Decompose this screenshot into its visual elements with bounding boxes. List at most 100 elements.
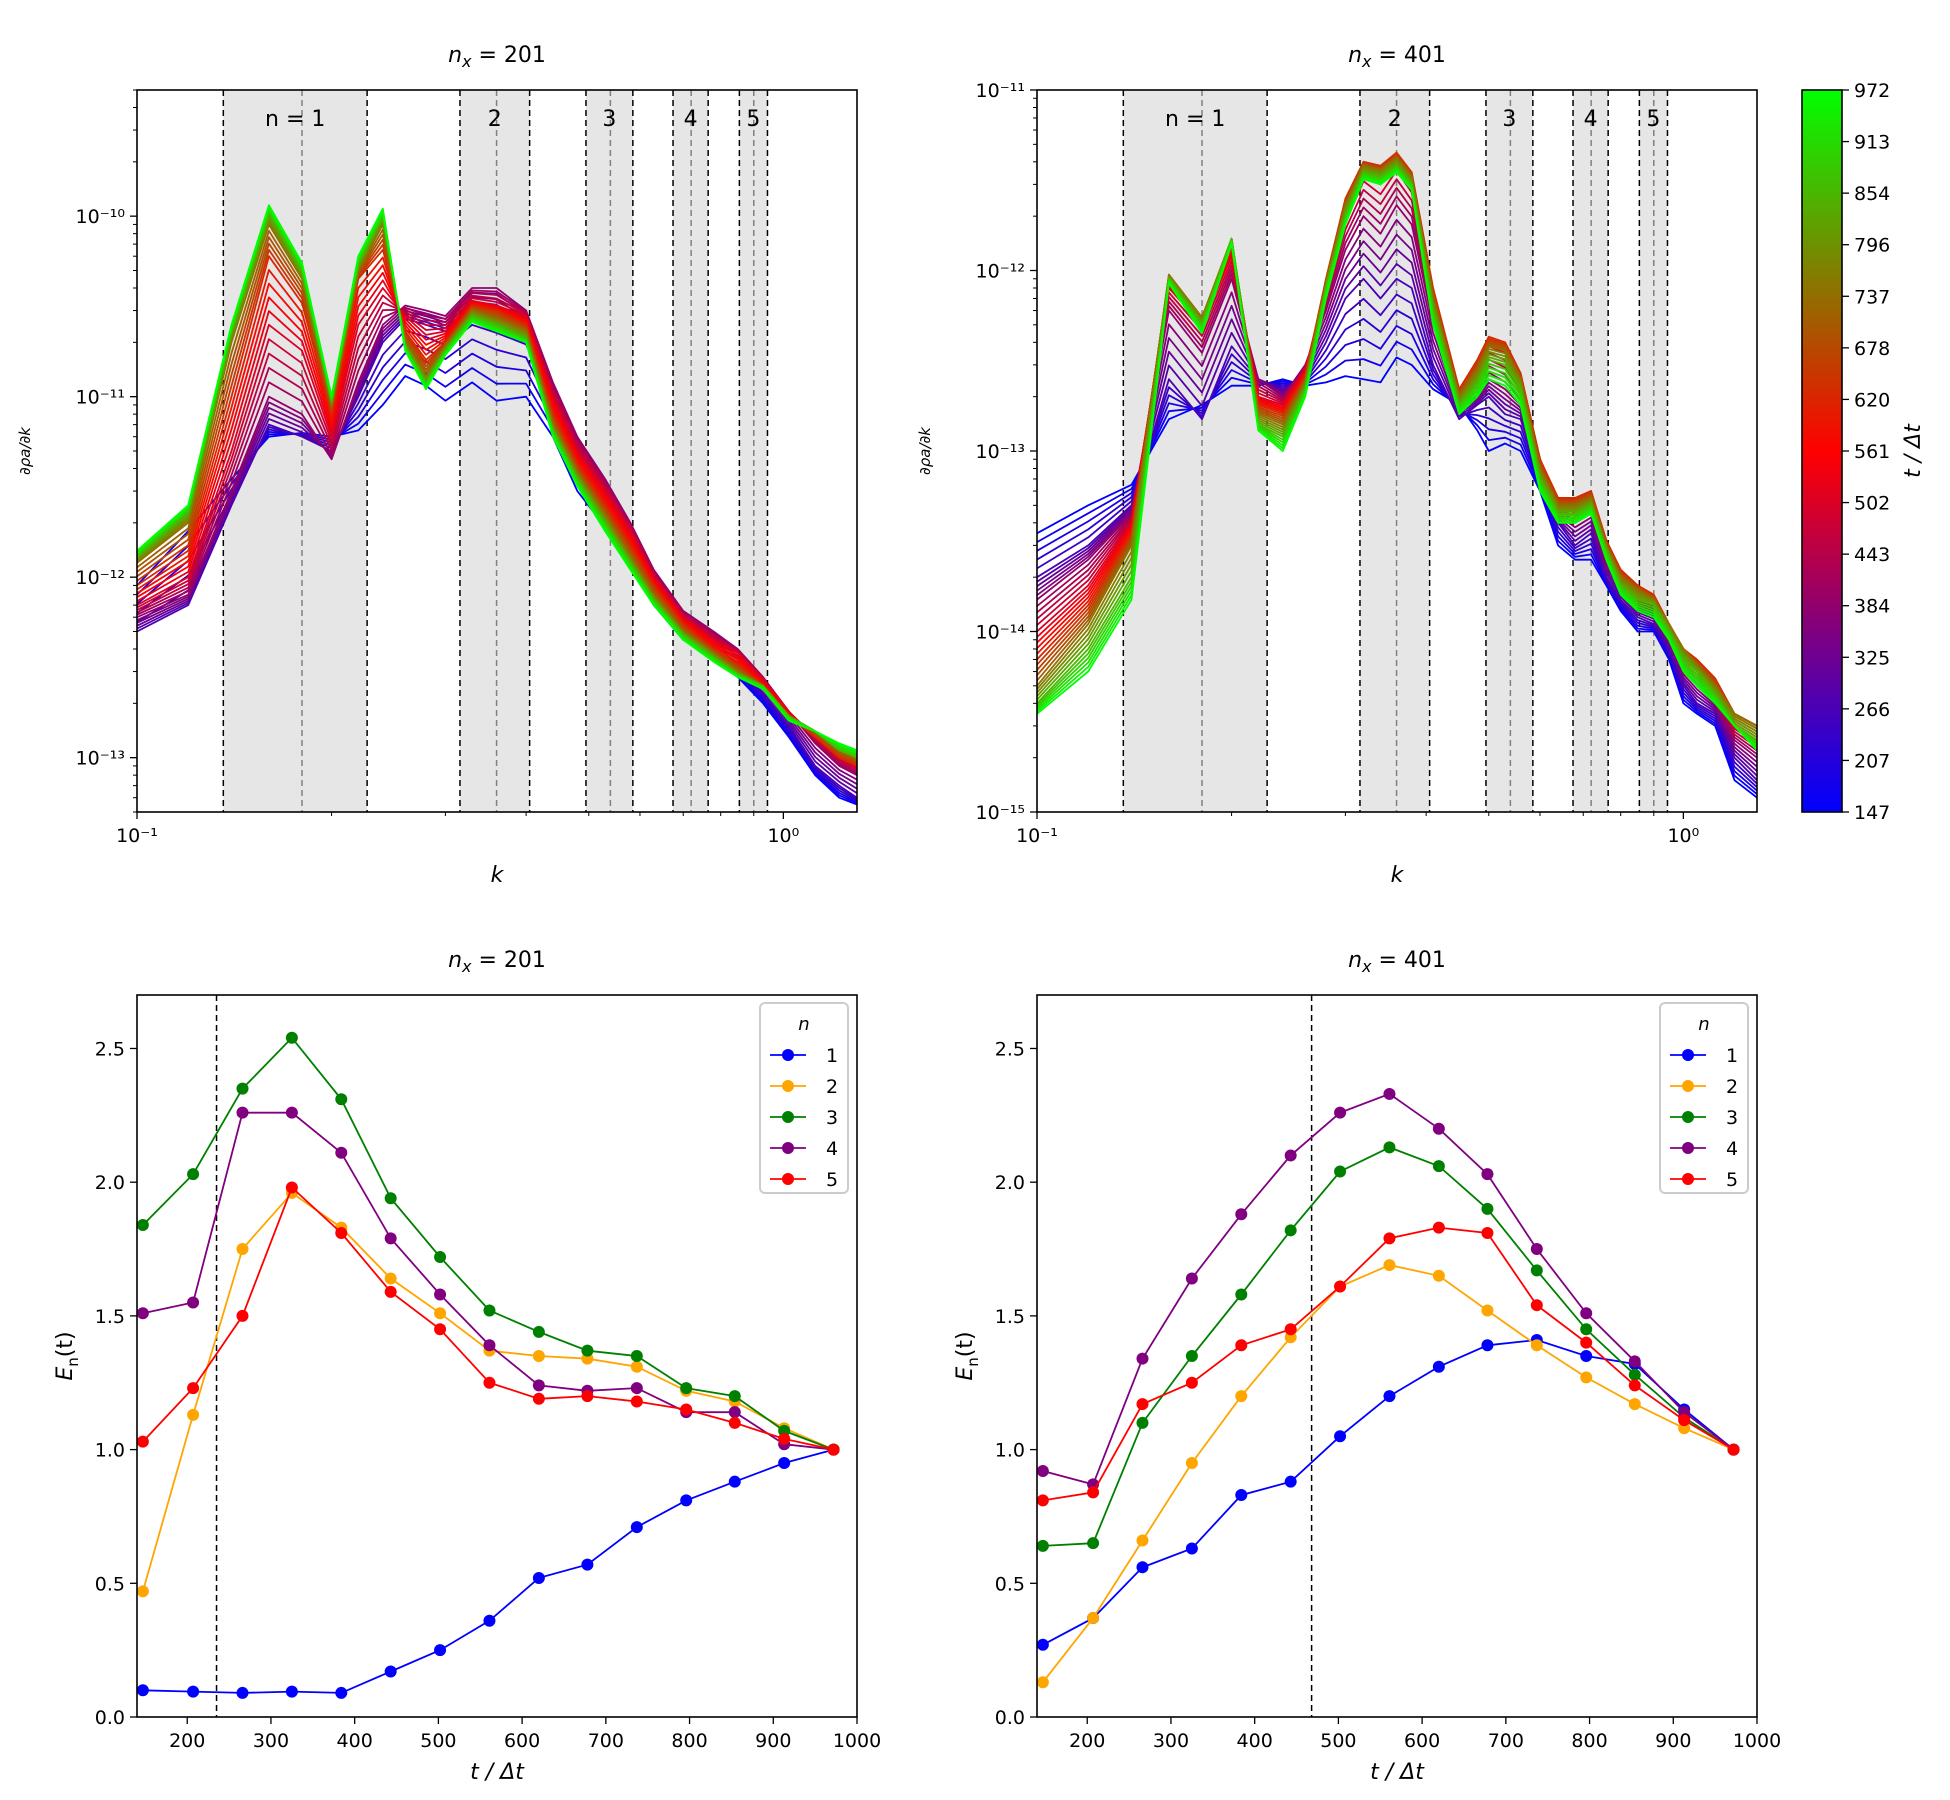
legend-label-4: 4 [826, 1138, 838, 1160]
legend: n1 2 3 4 5 [1659, 1002, 1749, 1194]
ylabel-main: E [53, 1367, 78, 1381]
band-label-2: 2 [488, 107, 502, 132]
x-tick-label: 700 [588, 1730, 624, 1752]
ylabel-main: E [953, 1367, 978, 1381]
data-point [1580, 1336, 1593, 1349]
band-label-4: 4 [684, 107, 698, 132]
y-axis-label: ∂ρa/∂k [916, 426, 934, 475]
data-point [1185, 1350, 1198, 1362]
x-tick-label: 700 [1488, 1730, 1524, 1752]
data-point [630, 1395, 643, 1408]
data-point [581, 1558, 594, 1571]
data-point [1036, 1539, 1049, 1552]
data-point [1383, 1232, 1396, 1245]
data-point [1235, 1339, 1248, 1352]
data-point [434, 1644, 447, 1657]
data-point [1580, 1350, 1593, 1362]
x-axis-label: t / Δt [470, 1760, 525, 1785]
data-point [1235, 1288, 1248, 1301]
colorbar-tick-label: 443 [1854, 544, 1890, 566]
data-point [1432, 1122, 1445, 1135]
title-sub: x [1361, 52, 1372, 71]
title-rest: = 201 [472, 948, 546, 973]
x-tick-label: 500 [1320, 1730, 1356, 1752]
data-point [1481, 1226, 1494, 1239]
y-tick-label: 10⁻¹² [76, 567, 125, 589]
data-point [434, 1251, 447, 1264]
title-rest: = 401 [1372, 948, 1446, 973]
data-point [630, 1350, 643, 1362]
title-var: n [448, 948, 462, 973]
data-point [384, 1272, 397, 1285]
data-point [1628, 1398, 1641, 1411]
legend-marker [1682, 1173, 1694, 1185]
data-point [1432, 1160, 1445, 1173]
data-point [680, 1382, 693, 1395]
band-label-1: n = 1 [265, 107, 325, 132]
series-2 [1036, 1259, 1740, 1689]
data-point [532, 1325, 545, 1338]
band-2 [459, 90, 530, 812]
y-tick-label: 0.0 [995, 1707, 1025, 1729]
y-tick-label: 1.5 [95, 1306, 125, 1328]
y-tick-label: 2.0 [95, 1172, 125, 1194]
chart-title-2: nx = 401 [1348, 43, 1446, 71]
ylabel-sub: n [64, 1357, 82, 1367]
x-tick-label: 200 [169, 1730, 205, 1752]
data-point [1530, 1339, 1543, 1352]
y-tick-label: 0.0 [95, 1707, 125, 1729]
title-sub: x [461, 957, 472, 976]
data-point [1136, 1398, 1149, 1411]
legend-marker [782, 1142, 794, 1154]
band-label-5: 5 [1646, 107, 1660, 132]
ylabel-rest: (t) [953, 1331, 978, 1357]
y-tick-label: 10⁻¹¹ [76, 387, 125, 409]
data-point [1432, 1269, 1445, 1282]
colorbar-label: t / Δt [1901, 423, 1926, 478]
data-point [434, 1323, 447, 1336]
colorbar-tick-label: 561 [1854, 441, 1890, 463]
colorbar-tick-label: 147 [1854, 802, 1890, 824]
data-point [1284, 1475, 1297, 1488]
colorbar-tick-label: 620 [1854, 389, 1890, 411]
data-point [1580, 1307, 1593, 1320]
y-tick-label: 2.0 [995, 1172, 1025, 1194]
data-point [1087, 1612, 1100, 1625]
data-point [384, 1192, 397, 1205]
data-point [384, 1665, 397, 1678]
colorbar-tick-label: 913 [1854, 132, 1890, 154]
data-point [1087, 1537, 1100, 1550]
chart-title-4: nx = 401 [1348, 948, 1446, 976]
axes-frame [1036, 994, 1758, 1718]
data-point [728, 1390, 741, 1403]
data-point [1036, 1494, 1049, 1507]
data-point [1628, 1368, 1641, 1381]
spectrum-line-t502 [137, 287, 857, 767]
data-point [335, 1686, 348, 1699]
data-point [1727, 1443, 1740, 1456]
legend-marker [1682, 1111, 1694, 1123]
data-point [1235, 1390, 1248, 1403]
data-point [136, 1585, 149, 1598]
y-tick-label: 1.0 [995, 1440, 1025, 1462]
spectrum-chart-1: nx = 201 n = 1 2 3 4 5 10⁻¹⁰ 10⁻¹¹ 10⁻¹² 10⁻¹³ 10⁻… [16, 43, 858, 888]
data-point [285, 1181, 298, 1194]
legend-marker [782, 1049, 794, 1061]
data-point [630, 1382, 643, 1395]
data-point [680, 1494, 693, 1507]
x-tick-label: 1000 [833, 1730, 881, 1752]
legend-box [1659, 1002, 1749, 1194]
chart-title-3: nx = 201 [448, 948, 546, 976]
data-point [1185, 1542, 1198, 1555]
x-axis-label: k [1391, 863, 1405, 888]
data-point [1087, 1486, 1100, 1499]
series-5 [136, 1181, 840, 1456]
data-point [1481, 1304, 1494, 1317]
data-point [1678, 1414, 1691, 1427]
data-point [728, 1406, 741, 1419]
colorbar-tick-label: 384 [1854, 596, 1890, 618]
data-point [532, 1379, 545, 1392]
y-tick-label: 1.5 [995, 1306, 1025, 1328]
data-point [335, 1093, 348, 1106]
